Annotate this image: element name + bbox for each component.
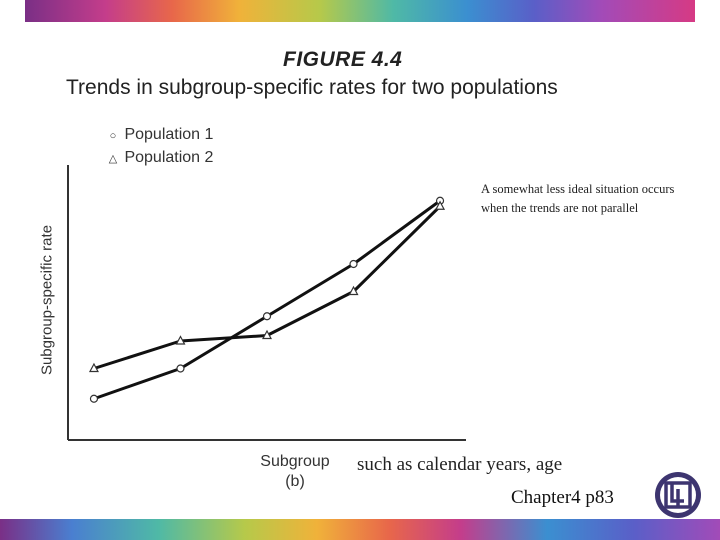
legend-label-population-2: Population 2 — [124, 149, 214, 166]
chapter-reference: Chapter4 p83 — [511, 487, 614, 508]
circle-marker-icon: ○ — [109, 130, 117, 142]
legend-item-population-1: ○ Population 1 — [106, 125, 214, 148]
figure-label: FIGURE 4.4 — [283, 48, 403, 71]
top-color-band — [25, 0, 695, 22]
series-line-population-2 — [93, 205, 442, 370]
bottom-color-band — [0, 519, 720, 540]
data-point-population-2-4 — [348, 285, 359, 296]
data-point-population-2-5 — [435, 200, 446, 210]
series-line-population-1 — [93, 199, 441, 401]
x-axis-subtitle: (b) — [285, 473, 305, 490]
institution-logo-icon — [655, 472, 701, 518]
legend-item-population-2: △ Population 2 — [106, 148, 214, 171]
data-point-population-2-1 — [88, 362, 99, 373]
legend-label-population-1: Population 1 — [124, 126, 214, 143]
data-point-population-2-3 — [262, 329, 272, 340]
subgroup-note: such as calendar years, age — [357, 454, 563, 475]
triangle-marker-icon: △ — [108, 153, 118, 165]
data-point-population-1-2 — [176, 364, 185, 373]
chart-annotation: A somewhat less ideal situation occurs w… — [481, 182, 675, 215]
x-axis-label: Subgroup (b) — [260, 452, 329, 492]
x-axis-title: Subgroup — [260, 453, 330, 470]
chart-legend: ○ Population 1 △ Population 2 — [106, 125, 214, 171]
data-point-population-1-1 — [89, 394, 99, 403]
chart-title: Trends in subgroup-specific rates for tw… — [66, 76, 558, 99]
data-point-population-1-3 — [262, 312, 272, 321]
data-point-population-2-2 — [175, 335, 186, 345]
data-point-population-1-4 — [349, 259, 358, 269]
